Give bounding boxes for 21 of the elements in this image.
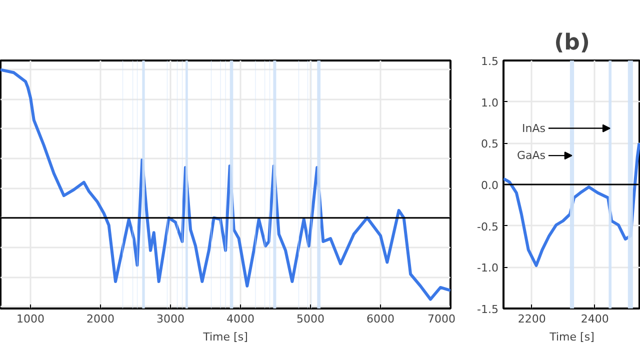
chart-title: (b) [554, 30, 590, 56]
x-tick-label: 3000 [156, 312, 185, 326]
x-tick-label: 4000 [226, 312, 255, 326]
x-tick-label: 2400 [580, 312, 609, 326]
y-tick-label: 0.5 [481, 138, 499, 151]
y-tick-label: -1.5 [477, 303, 499, 316]
x-axis-title: Time [s] [548, 330, 594, 344]
x-tick-label: 2000 [86, 312, 115, 326]
y-tick-label: -1.0 [477, 262, 499, 275]
y-tick-label: 1.5 [481, 55, 499, 68]
x-tick-label: 2200 [518, 312, 546, 326]
x-tick-label: 5000 [296, 312, 325, 326]
y-tick-label: 1.0 [481, 96, 499, 110]
x-tick-label: 1000 [16, 312, 45, 326]
y-tick-label: 0.0 [481, 179, 499, 192]
x-tick-label: 6000 [366, 312, 395, 326]
annotation: InAs [522, 122, 546, 135]
x-tick-label: 7000 [428, 312, 456, 326]
y-tick-label: -0.5 [477, 220, 499, 234]
x-axis-title: Time [s] [202, 330, 248, 344]
annotation: GaAs [516, 149, 546, 162]
